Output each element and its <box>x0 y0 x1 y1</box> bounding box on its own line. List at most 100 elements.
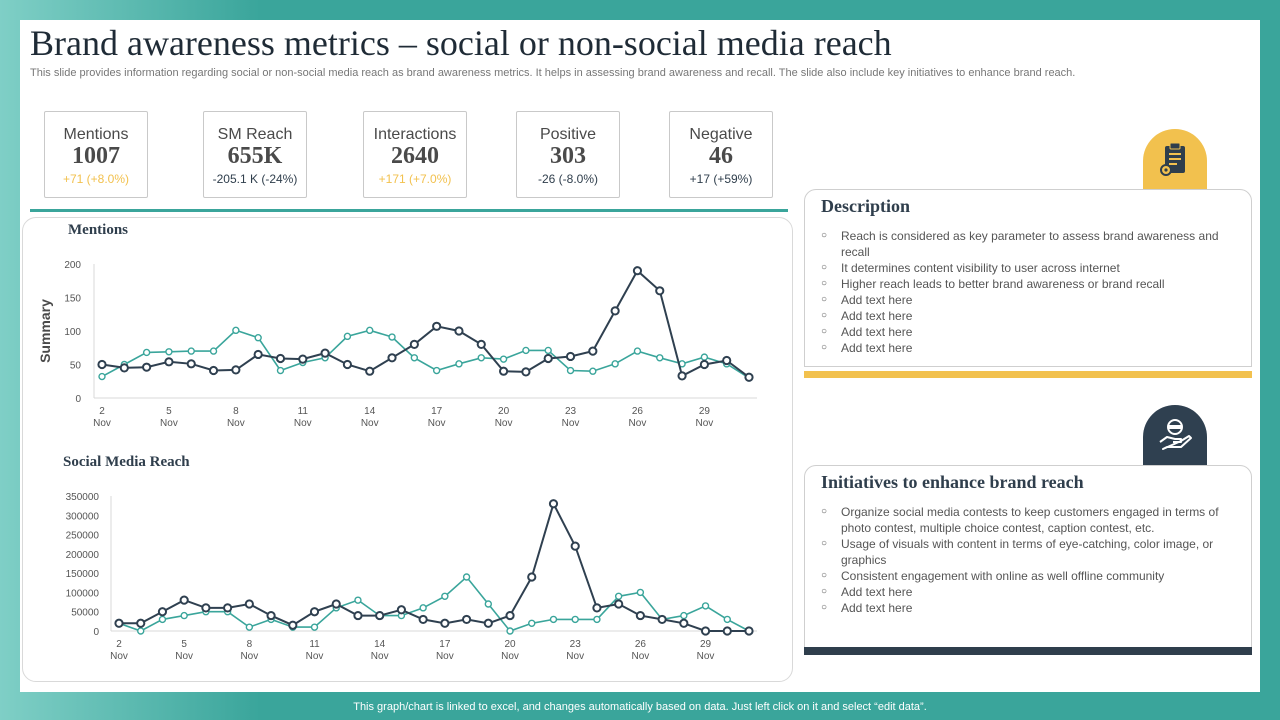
data-point <box>680 611 688 620</box>
data-point <box>477 354 485 362</box>
kpi-card-sm-reach: SM Reach 655K -205.1 K (-24%) <box>203 111 307 198</box>
data-point <box>745 627 753 635</box>
y-tick-label: 50000 <box>71 608 99 619</box>
chart-title: Social Media Reach <box>63 454 190 470</box>
series-line-previous <box>118 575 750 632</box>
data-point <box>97 359 107 370</box>
x-tick-label: 8 Nov <box>227 406 245 429</box>
data-point <box>353 610 363 621</box>
data-point <box>375 611 384 620</box>
data-point <box>656 354 664 362</box>
data-point <box>365 366 375 376</box>
y-tick-label: 350000 <box>66 492 100 503</box>
x-tick-label: 26 Nov <box>631 639 649 662</box>
x-tick-label: 17 Nov <box>428 406 446 429</box>
data-point <box>614 592 623 600</box>
data-point <box>266 610 276 621</box>
data-point <box>410 354 419 362</box>
kpi-change: -26 (-8.0%) <box>537 172 599 186</box>
description-list: Reach is considered as key parameter to … <box>821 228 1221 356</box>
description-badge <box>1143 129 1207 189</box>
x-tick-label: 23 Nov <box>566 639 584 662</box>
data-point <box>633 347 642 355</box>
data-point <box>744 626 754 636</box>
data-point <box>209 347 218 355</box>
kpi-change: -205.1 K (-24%) <box>212 172 298 186</box>
data-point <box>655 286 665 296</box>
data-point <box>179 595 189 605</box>
list-item: Add text here <box>821 324 1221 340</box>
x-tick-label: 14 Nov <box>361 406 379 429</box>
data-point <box>115 619 123 627</box>
data-point <box>119 363 129 373</box>
data-point <box>388 333 396 341</box>
x-tick-label: 2 Nov <box>93 406 111 429</box>
kpi-value: 1007 <box>72 143 120 169</box>
data-point <box>332 604 340 612</box>
data-point <box>387 353 397 363</box>
series-line-current <box>101 269 750 379</box>
description-card: Description Reach is considered as key p… <box>804 189 1252 367</box>
list-item: Add text here <box>821 600 1231 616</box>
x-tick-label: 23 Nov <box>562 406 580 429</box>
data-point <box>187 347 195 355</box>
data-point <box>245 623 254 631</box>
y-tick-label: 200 <box>64 260 81 271</box>
data-point <box>549 615 558 624</box>
data-point <box>700 353 709 361</box>
y-tick-label: 100 <box>64 327 81 338</box>
data-point <box>137 627 145 635</box>
hand-service-icon <box>1159 419 1192 450</box>
x-tick-label: 5 Nov <box>175 639 193 662</box>
data-point <box>589 367 597 375</box>
kpi-change: +171 (+7.0%) <box>378 172 452 186</box>
data-point <box>180 611 188 620</box>
data-point <box>419 604 427 612</box>
data-point <box>165 348 173 356</box>
chart-title: Mentions <box>68 222 128 238</box>
slide-canvas: Brand awareness metrics – social or non-… <box>20 20 1260 692</box>
data-point <box>276 366 285 375</box>
data-point <box>158 615 167 624</box>
data-point <box>232 326 240 335</box>
kpi-change: +17 (+59%) <box>689 172 753 186</box>
x-tick-label: 14 Nov <box>371 639 389 662</box>
data-point <box>636 588 645 597</box>
data-point <box>231 365 241 375</box>
data-point <box>521 367 531 377</box>
data-point <box>397 611 406 620</box>
y-tick-label: 100000 <box>66 588 100 599</box>
mentions-chart[interactable]: Mentions Summary 0 50 100 150 200 2 Nov 5 Nov 8 Nov 1… <box>23 218 794 453</box>
list-item: Organize social media contests to keep c… <box>821 504 1231 536</box>
data-point <box>366 326 374 335</box>
y-tick-label: 150 <box>64 294 81 305</box>
data-point <box>610 306 620 316</box>
initiatives-card: Initiatives to enhance brand reach Organ… <box>804 465 1252 649</box>
data-point <box>657 614 667 625</box>
data-point <box>570 541 580 551</box>
data-point <box>342 359 353 370</box>
data-point <box>375 610 385 621</box>
page-title: Brand awareness metrics – social or non-… <box>30 23 892 63</box>
kpi-card-interactions: Interactions 2640 +171 (+7.0%) <box>363 111 467 198</box>
list-item: Usage of visuals with content in terms o… <box>821 536 1231 568</box>
data-point <box>441 592 449 600</box>
data-point <box>484 600 493 608</box>
data-point <box>498 366 509 376</box>
data-point <box>157 607 168 617</box>
data-point <box>432 366 441 375</box>
data-point <box>476 339 486 350</box>
data-point <box>432 321 442 331</box>
kpi-label: Interactions <box>373 126 457 143</box>
data-point <box>142 348 151 357</box>
data-point <box>343 332 352 341</box>
data-point <box>699 359 709 370</box>
x-tick-label: 29 Nov <box>695 406 713 429</box>
description-heading: Description <box>821 196 910 216</box>
x-tick-label: 29 Nov <box>697 639 715 662</box>
initiatives-badge <box>1143 405 1207 465</box>
list-item: Add text here <box>821 292 1221 308</box>
data-point <box>588 346 598 356</box>
data-point <box>310 623 319 631</box>
data-point <box>331 599 341 609</box>
